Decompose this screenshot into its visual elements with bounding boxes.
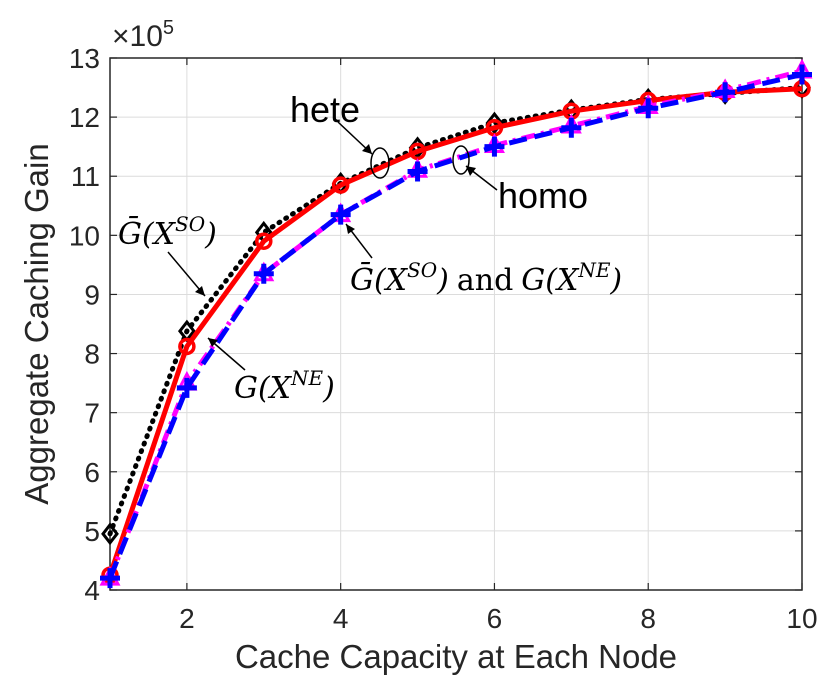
y-ticks: 4 5 6 7 8 9 10 11 12 13 <box>69 43 802 606</box>
annotation-combined: Ḡ(XSO) and G(XNE) <box>350 258 622 298</box>
annotation-hete: hete <box>290 89 360 130</box>
annotation-hete-ellipse <box>370 147 390 179</box>
annotation-homo: homo <box>498 175 588 216</box>
series-line-homo_SO <box>107 68 803 580</box>
y-tick-label: 8 <box>84 339 100 370</box>
marker-hete_NE <box>178 337 196 356</box>
series-line-homo_NE <box>107 72 803 580</box>
x-tick-label: 10 <box>786 603 817 634</box>
y-tick-label: 11 <box>71 161 100 192</box>
marker-hete_SO <box>485 111 504 135</box>
marker-homo_NE <box>561 117 582 138</box>
marker-hete_NE <box>331 176 350 194</box>
y-tick-label: 4 <box>84 575 100 606</box>
annotation-hete-arrowhead <box>362 144 372 154</box>
annotation-homo-arrowhead <box>466 166 476 176</box>
annotation-gso-arrow <box>167 251 206 297</box>
y-tick-label: 6 <box>84 457 100 488</box>
marker-homo_NE <box>253 263 274 284</box>
marker-homo_NE <box>407 161 428 182</box>
series-line-hete_NE <box>107 86 803 577</box>
y-tick-label: 5 <box>84 516 100 547</box>
annotations: hete homo Ḡ(XSO) G(XNE) Ḡ(XSO) and G(XNE) <box>118 89 622 406</box>
annotation-homo-ellipse <box>452 145 470 175</box>
annotation-gne-arrowhead <box>208 338 218 347</box>
plot-frame <box>109 57 803 591</box>
marker-homo_NE <box>638 98 659 119</box>
marker-homo_NE <box>715 82 736 103</box>
x-ticks: 2 4 6 8 10 <box>179 58 818 634</box>
series-hete_NE <box>101 79 811 584</box>
y-tick-label: 9 <box>84 279 100 310</box>
y-tick-label: 12 <box>69 102 100 133</box>
y-tick-label: 13 <box>69 43 100 74</box>
y-tick-label: 7 <box>84 398 100 429</box>
y-multiplier: ×105 <box>112 17 174 53</box>
annotation-gso: Ḡ(XSO) <box>118 212 217 252</box>
x-tick-label: 2 <box>179 603 195 634</box>
series-group <box>99 58 813 589</box>
x-tick-label: 6 <box>487 603 503 634</box>
marker-homo_NE <box>792 64 812 85</box>
marker-homo_NE <box>330 204 351 225</box>
x-tick-label: 8 <box>640 603 656 634</box>
annotation-gne: G(XNE) <box>234 366 335 406</box>
y-axis-label: Aggregate Caching Gain <box>18 143 55 504</box>
y-tick-label: 10 <box>69 220 100 251</box>
series-homo_NE <box>100 64 812 589</box>
annotation-gso-arrowhead <box>195 286 205 296</box>
marker-hete_NE <box>255 232 273 250</box>
marker-homo_NE <box>176 377 197 398</box>
marker-homo_NE <box>100 568 120 589</box>
marker-hete_SO <box>101 522 119 546</box>
x-axis-label: Cache Capacity at Each Node <box>235 638 677 675</box>
marker-homo_NE <box>484 136 505 157</box>
annotation-combined-arrowhead <box>346 224 355 234</box>
x-tick-label: 4 <box>333 603 349 634</box>
